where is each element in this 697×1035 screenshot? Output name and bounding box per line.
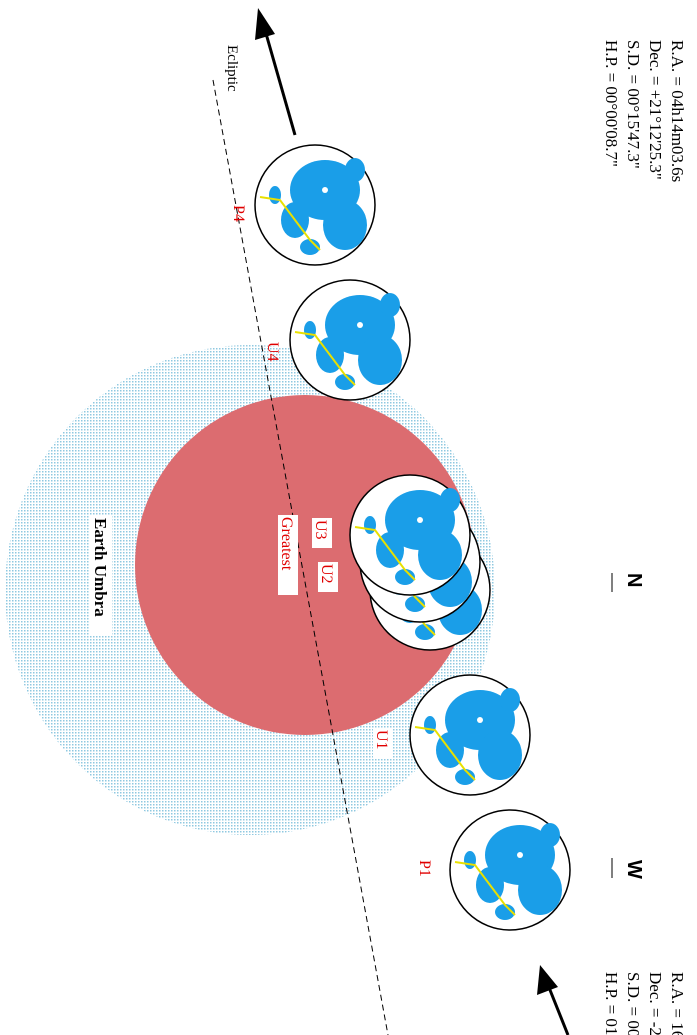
info-text: S.D. = 00°15'47.3" (624, 40, 643, 169)
contact-label: U3 (312, 520, 329, 540)
ecliptic-label: Ecliptic (224, 45, 240, 92)
moon (349, 474, 471, 596)
info-text: H.P. = 00°00'08.7" (602, 40, 621, 167)
label-backgrounds (90, 515, 393, 758)
contact-label: U4 (264, 342, 281, 362)
contact-label: P1 (416, 860, 433, 877)
moon (449, 809, 571, 931)
info-text: R.A. = 04h14m03.6s (668, 40, 687, 182)
info-text: Dec. = +21°12'25.3" (646, 40, 665, 180)
contact-label: Greatest (278, 517, 295, 571)
direction-label: N (623, 573, 645, 587)
info-text: R.A. = 16 (668, 972, 687, 1035)
info-text: S.D. = 00' (624, 972, 643, 1035)
ecliptic-line (212, 79, 389, 1035)
contact-label: U2 (318, 564, 335, 584)
umbra-label: Earth Umbra (91, 518, 110, 617)
info-text: H.P. = 01' (602, 972, 621, 1035)
moon (409, 674, 531, 796)
info-text: Dec. = -20 (646, 972, 665, 1035)
moon (289, 279, 411, 401)
contact-label: P4 (230, 205, 247, 222)
contact-label: U1 (373, 730, 390, 750)
arrow (255, 8, 570, 1035)
direction-label: W (623, 860, 645, 879)
moon (254, 144, 376, 266)
